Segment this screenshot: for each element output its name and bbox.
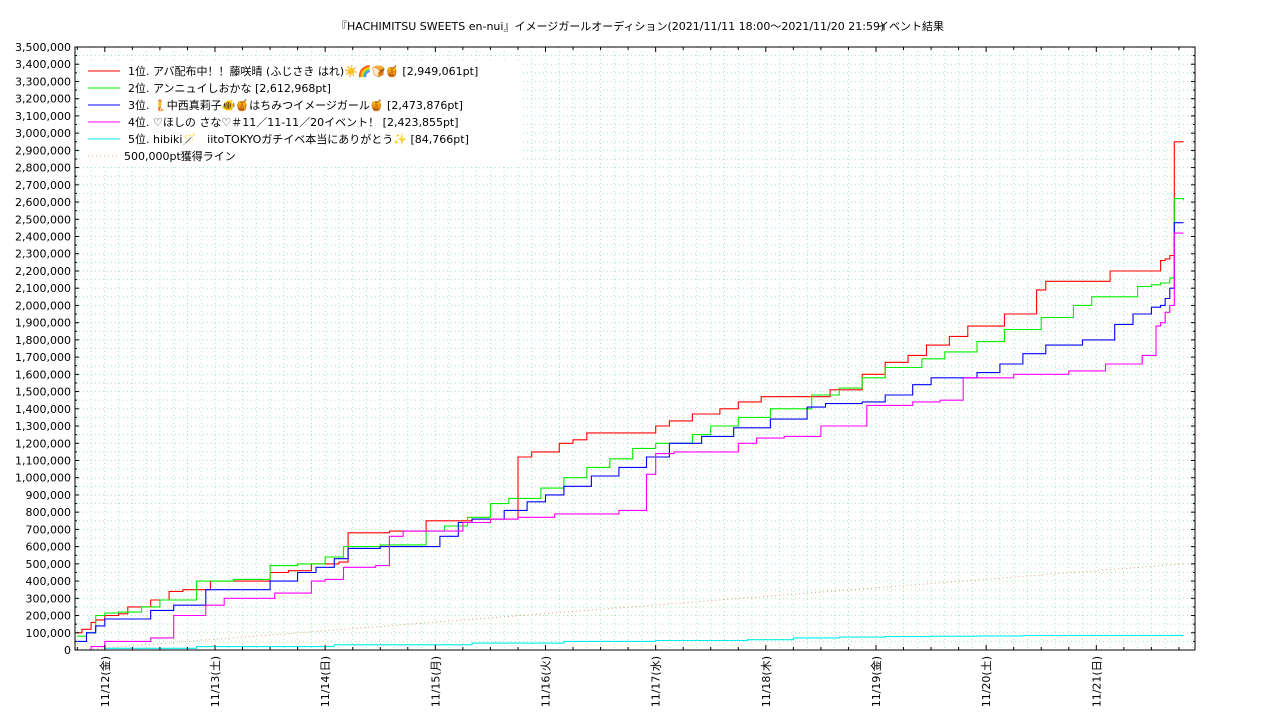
series-line-5 bbox=[77, 634, 1184, 650]
y-tick-label: 1,000,000 bbox=[15, 472, 71, 485]
y-tick-label: 2,700,000 bbox=[15, 179, 71, 192]
series-lines bbox=[77, 141, 1185, 650]
y-tick-label: 200,000 bbox=[26, 610, 72, 623]
chart-title: 『HACHIMITSU SWEETS en-nui』イメージガールオーディション… bbox=[336, 19, 884, 33]
y-tick-label: 1,600,000 bbox=[15, 368, 71, 381]
axes: 0 100,000 200,000 300,000 400,000 500,000 600,… bbox=[15, 41, 1196, 707]
x-tick-label: 11/21(日) bbox=[1090, 656, 1103, 707]
y-tick-label: 300,000 bbox=[26, 592, 72, 605]
y-tick-label: 1,700,000 bbox=[15, 351, 71, 364]
series-line-6 bbox=[77, 563, 1184, 650]
y-tick-label: 3,200,000 bbox=[15, 93, 71, 106]
x-tick-label: 11/14(日) bbox=[319, 656, 332, 707]
x-tick-label: 11/13(土) bbox=[209, 656, 222, 707]
x-tick-label: 11/20(土) bbox=[980, 656, 993, 707]
y-tick-label: 900,000 bbox=[26, 489, 72, 502]
x-tick-label: 11/17(水) bbox=[650, 656, 663, 707]
y-tick-label: 2,600,000 bbox=[15, 196, 71, 209]
y-tick-label: 2,400,000 bbox=[15, 231, 71, 244]
legend-label-6: 500,000pt獲得ライン bbox=[124, 150, 236, 163]
legend-label-2: 2位. アンニュイしおかな [2,612,968pt] bbox=[128, 81, 331, 95]
y-tick-label: 700,000 bbox=[26, 523, 72, 536]
legend-label-4: 4位. ♡ほしの さな♡＃11／11-11／20イベント！ [2,423,855… bbox=[128, 115, 459, 129]
y-tick-label: 2,900,000 bbox=[15, 144, 71, 157]
legend-label-1: 1位. アバ配布中！！藤咲晴 (ふじさき はれ)☀️🌈🍞🍯 [2,949,061… bbox=[128, 64, 478, 78]
y-tick-label: 800,000 bbox=[26, 506, 72, 519]
y-tick-label: 1,900,000 bbox=[15, 317, 71, 330]
y-tick-label: 2,500,000 bbox=[15, 213, 71, 226]
y-tick-label: 1,500,000 bbox=[15, 386, 71, 399]
chart-subtitle: イベント結果 bbox=[878, 19, 944, 33]
y-tick-label: 2,200,000 bbox=[15, 265, 71, 278]
legend-label-5: 5位. hibiki🪄 iitoTOKYOガチイベ本当にありがとう✨ [84,7… bbox=[128, 132, 469, 146]
y-tick-label: 2,800,000 bbox=[15, 162, 71, 175]
y-tick-label: 600,000 bbox=[26, 541, 72, 554]
y-tick-label: 2,300,000 bbox=[15, 248, 71, 261]
y-tick-label: 1,800,000 bbox=[15, 334, 71, 347]
legend: 1位. アバ配布中！！藤咲晴 (ふじさき はれ)☀️🌈🍞🍯 [2,949,061… bbox=[80, 60, 520, 164]
y-tick-label: 3,300,000 bbox=[15, 75, 71, 88]
y-tick-label: 1,400,000 bbox=[15, 403, 71, 416]
x-tick-label: 11/19(金) bbox=[869, 656, 883, 707]
grid bbox=[75, 46, 1195, 651]
y-tick-label: 500,000 bbox=[26, 558, 72, 571]
y-tick-label: 1,200,000 bbox=[15, 437, 71, 450]
y-tick-label: 1,100,000 bbox=[15, 454, 71, 467]
series-line-4 bbox=[77, 232, 1184, 650]
series-line-1 bbox=[77, 141, 1184, 634]
y-tick-label: 2,000,000 bbox=[15, 299, 71, 312]
legend-background bbox=[80, 60, 520, 164]
x-tick-label: 11/18(木) bbox=[760, 656, 773, 707]
series-line-2 bbox=[77, 198, 1185, 637]
y-tick-label: 1,300,000 bbox=[15, 420, 71, 433]
y-tick-label: 3,000,000 bbox=[15, 127, 71, 140]
y-tick-label: 3,400,000 bbox=[15, 58, 71, 71]
series-line-3 bbox=[77, 222, 1184, 642]
y-tick-label: 400,000 bbox=[26, 575, 72, 588]
y-tick-label: 3,100,000 bbox=[15, 110, 71, 123]
y-tick-label: 2,100,000 bbox=[15, 282, 71, 295]
y-tick-label: 100,000 bbox=[26, 627, 72, 640]
y-tick-label: 0 bbox=[64, 644, 71, 657]
x-tick-label: 11/15(月) bbox=[429, 656, 442, 707]
x-tick-label: 11/16(火) bbox=[539, 656, 552, 707]
x-tick-label: 11/12(金) bbox=[98, 656, 112, 707]
legend-label-3: 3位. 🧜中西真莉子🐠🍯はちみつイメージガール🍯 [2,473,876pt] bbox=[128, 98, 463, 112]
y-tick-label: 3,500,000 bbox=[15, 41, 71, 54]
